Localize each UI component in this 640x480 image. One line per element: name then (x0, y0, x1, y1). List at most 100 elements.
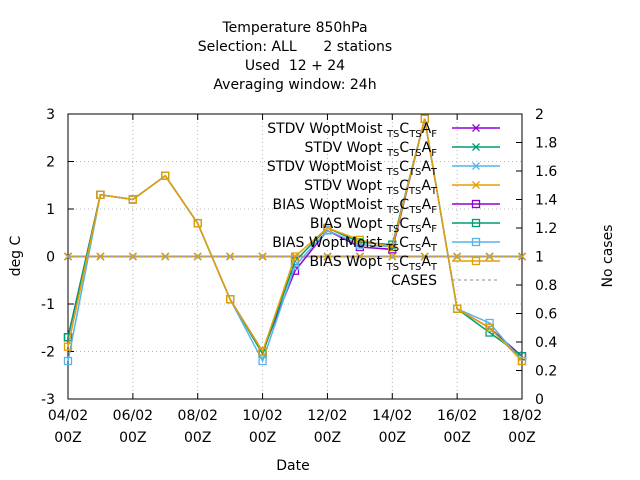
x-tick-label: 00Z (314, 430, 341, 446)
legend-marker (471, 199, 481, 209)
x-tick-label: 10/02 (242, 408, 282, 424)
marker-stroke (472, 143, 480, 151)
data-point (323, 223, 332, 233)
x-tick-label: 00Z (379, 430, 406, 446)
marker-stroke (193, 252, 202, 261)
x-tick-label: 00Z (508, 430, 535, 446)
legend-label: STDV WoptMoist TSCTSAF (267, 121, 437, 140)
y2-tick-label: 1 (535, 250, 544, 266)
data-point (355, 240, 365, 249)
x-tick-label: 04/02 (48, 408, 88, 424)
marker-stroke (472, 124, 480, 132)
chart-title: Temperature 850hPa Selection: ALL 2 stat… (198, 20, 392, 93)
data-point (128, 252, 137, 261)
y2-tick-label: 0.6 (535, 307, 557, 323)
legend-marker (472, 124, 480, 132)
y2-tick-label: 1.8 (535, 136, 557, 152)
y-tick-label: -1 (41, 297, 55, 313)
legend-label: CASES (391, 273, 437, 289)
x-tick-label: 00Z (54, 430, 81, 446)
marker-stroke (355, 252, 364, 261)
data-point (485, 328, 494, 337)
legend-label: STDV Wopt TSCTSAT (304, 178, 438, 197)
x-tick-label: 00Z (249, 430, 276, 446)
data-point (518, 252, 526, 261)
legend-label: BIAS WoptMoist TSCTSAF (273, 197, 438, 216)
x-tick-label: 14/02 (372, 408, 412, 424)
series-7 (63, 114, 527, 366)
legend-entry: BIAS WoptMoist TSCTSAT (272, 235, 500, 254)
x-tick-label: 12/02 (307, 408, 347, 424)
y2-tick-label: 0 (535, 392, 544, 408)
legend-label: STDV WoptMoist TSCTSAT (267, 159, 438, 178)
y2-tick-label: 2 (535, 107, 544, 123)
y-axis-label: deg C (8, 235, 24, 276)
data-point (355, 252, 364, 261)
x-tick-label: 18/02 (502, 408, 542, 424)
data-point (388, 242, 397, 252)
x-tick-label: 00Z (443, 430, 470, 446)
title-line: Used 12 + 24 (245, 58, 345, 74)
data-point (420, 114, 429, 123)
data-point (128, 195, 138, 204)
marker-stroke (453, 252, 462, 261)
y2-tick-label: 0.2 (535, 364, 557, 380)
legend-label: BIAS WoptMoist TSCTSAT (272, 235, 438, 254)
x-axis-label: Date (276, 458, 309, 474)
axes: 04/02 00Z 06/02 00Z 08/02 00Z 10/02 00Z 12/02 00Z… (41, 107, 557, 446)
y-tick-label: -3 (41, 392, 55, 408)
y2-axis-label: No cases (600, 225, 616, 288)
legend-marker (471, 256, 481, 266)
y-tick-label: 1 (46, 202, 55, 218)
y-tick-label: 3 (46, 107, 55, 123)
data-point (225, 295, 235, 304)
x-tick-label: 00Z (119, 430, 146, 446)
x-tick-label: 16/02 (437, 408, 477, 424)
legend-entry: BIAS Wopt TSCTSAT (310, 254, 500, 273)
data-point (258, 347, 267, 356)
y2-tick-label: 1.4 (535, 193, 557, 209)
data-point (485, 318, 494, 328)
y2-tick-label: 0.8 (535, 278, 557, 294)
y-tick-label: -2 (41, 345, 55, 361)
data-point (452, 304, 462, 313)
title-line: Averaging window: 24h (213, 77, 376, 93)
data-point (485, 323, 494, 332)
series-layer (63, 114, 527, 366)
data-point (63, 356, 73, 366)
title-line: Temperature 850hPa (221, 20, 367, 36)
data-point (96, 190, 105, 199)
legend-entry: BIAS Wopt TSCTSAF (310, 216, 500, 235)
data-point (453, 252, 462, 261)
y2-tick-label: 0.4 (535, 335, 557, 351)
x-tick-label: 00Z (184, 430, 211, 446)
data-point (63, 333, 73, 342)
legend-label: STDV Wopt TSCTSAF (305, 140, 438, 159)
legend-entry: BIAS WoptMoist TSCTSAF (273, 197, 500, 216)
legend-marker (472, 162, 480, 170)
data-point (517, 356, 527, 366)
legend-marker (471, 237, 481, 247)
x-tick-label: 06/02 (113, 408, 153, 424)
legend-marker (472, 181, 480, 189)
legend-marker (472, 143, 480, 151)
data-point (193, 219, 202, 228)
legend-label: BIAS Wopt TSCTSAF (310, 216, 437, 235)
legend-entry: STDV WoptMoist TSCTSAT (267, 159, 500, 178)
data-point (355, 235, 365, 245)
y-tick-label: 0 (46, 250, 55, 266)
data-point (161, 171, 170, 180)
legend-marker (471, 218, 481, 228)
y-tick-label: 2 (46, 155, 55, 171)
data-point (193, 252, 202, 261)
legend-entry: STDV Wopt TSCTSAF (305, 140, 500, 159)
data-point (63, 342, 73, 351)
marker-stroke (128, 252, 137, 261)
marker-stroke (472, 181, 480, 189)
legend-entry: STDV WoptMoist TSCTSAF (267, 121, 500, 140)
legend-entry: CASES (391, 273, 500, 289)
x-tick-label: 08/02 (178, 408, 218, 424)
y2-tick-label: 1.2 (535, 221, 557, 237)
series-line (67, 118, 523, 362)
